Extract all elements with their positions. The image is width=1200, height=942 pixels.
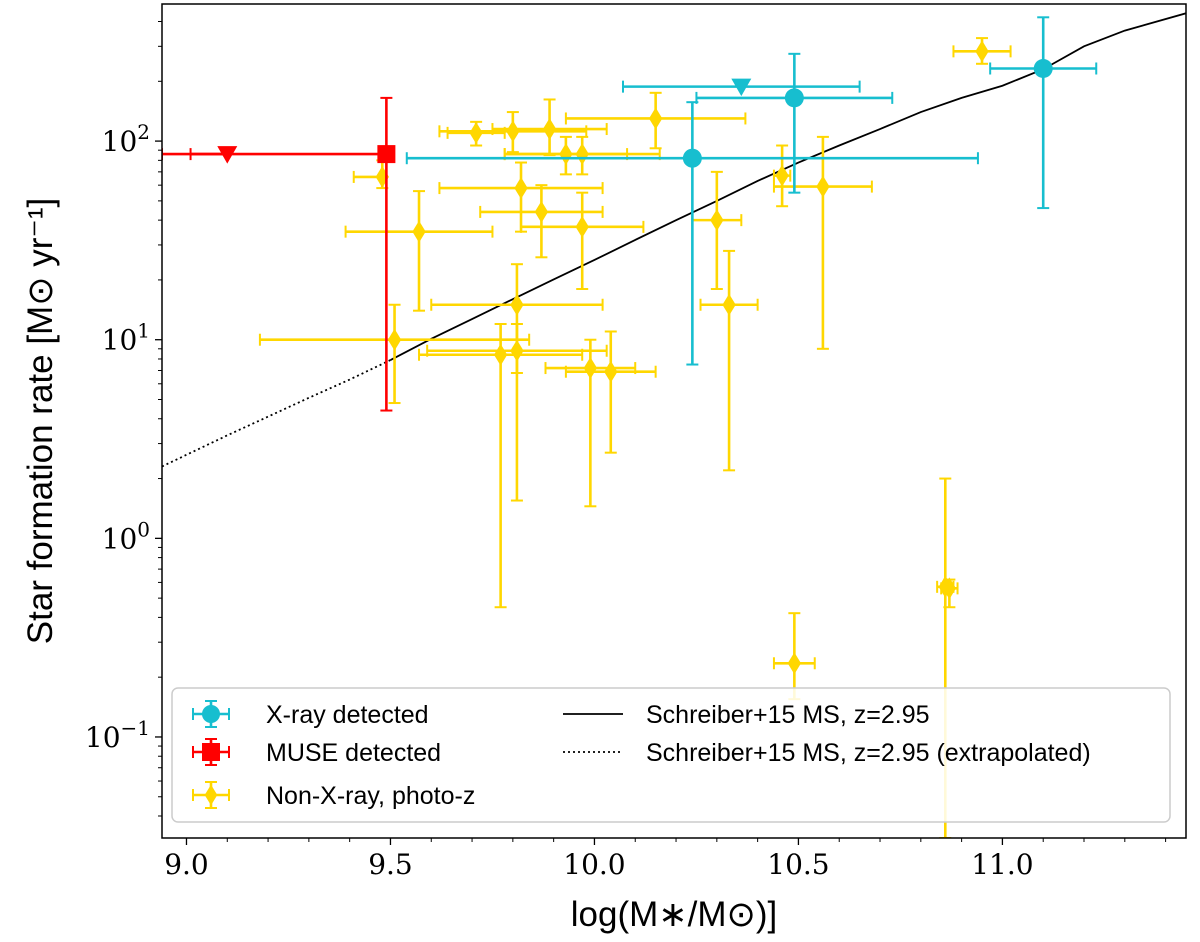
legend-label: Schreiber+15 MS, z=2.95 xyxy=(646,701,930,729)
data-point xyxy=(787,652,802,675)
data-point xyxy=(469,121,483,144)
legend-marker xyxy=(202,705,220,723)
data-point xyxy=(682,148,702,168)
data-point xyxy=(534,200,549,223)
data-point xyxy=(975,40,989,63)
ms-extrapolated-line xyxy=(162,359,391,468)
series-non-x-ray-photo-z xyxy=(258,37,1012,838)
legend-entry: MUSE detected xyxy=(192,738,441,767)
data-point xyxy=(816,175,830,198)
data-point xyxy=(604,360,618,383)
legend: X-ray detected MUSE detected Non-X-ray, ph… xyxy=(171,687,1171,823)
data-point xyxy=(514,177,528,200)
legend-label: Schreiber+15 MS, z=2.95 (extrapolated) xyxy=(646,739,1091,767)
x-tick-label: 10.0 xyxy=(563,848,625,881)
legend-box xyxy=(171,687,1171,823)
data-point xyxy=(942,577,957,600)
y-tick-label: 100 xyxy=(102,517,150,555)
data-point xyxy=(710,209,724,232)
data-point xyxy=(575,215,589,238)
legend-entry: Non-X-ray, photo-z xyxy=(192,781,475,810)
legend-label: Non-X-ray, photo-z xyxy=(266,782,475,810)
legend-marker xyxy=(204,784,218,806)
data-point xyxy=(542,118,557,140)
data-point xyxy=(412,220,426,243)
x-axis-label: log(M∗/M⊙)] xyxy=(571,895,777,934)
legend-entry: X-ray detected xyxy=(192,700,429,729)
data-point xyxy=(722,293,736,316)
upper-limit-point xyxy=(217,146,238,164)
data-point xyxy=(387,328,402,351)
data-point xyxy=(510,339,524,362)
legend-entry: Schreiber+15 MS, z=2.95 xyxy=(563,701,930,729)
axis-ticks: 9.0 9.5 10.0 10.5 11.0 10−1 100 101 102 xyxy=(85,21,1167,881)
data-point xyxy=(648,107,663,130)
x-tick-label: 9.5 xyxy=(368,848,413,881)
series-muse-detected xyxy=(162,96,396,412)
data-point xyxy=(506,120,520,143)
x-tick-label: 11.0 xyxy=(971,848,1033,881)
x-tick-label: 10.5 xyxy=(767,848,829,881)
data-point xyxy=(375,166,389,188)
plot-frame xyxy=(161,3,1187,839)
data-point xyxy=(583,357,598,379)
y-tick-label: 101 xyxy=(102,319,150,357)
data-point xyxy=(377,145,396,164)
y-axis-label: Star formation rate [M⊙ yr⁻¹] xyxy=(21,198,60,645)
x-tick-label: 9.0 xyxy=(164,848,209,881)
legend-label: MUSE detected xyxy=(266,739,441,767)
data-point xyxy=(493,343,508,366)
plot-area xyxy=(162,12,1186,838)
legend-entry: Schreiber+15 MS, z=2.95 (extrapolated) xyxy=(563,739,1091,767)
y-tick-label: 10−1 xyxy=(85,716,150,754)
data-point xyxy=(1033,58,1053,78)
legend-label: X-ray detected xyxy=(266,701,429,729)
data-point xyxy=(575,143,589,166)
legend-marker xyxy=(202,743,220,761)
data-point xyxy=(510,293,524,316)
upper-limit-point xyxy=(731,78,752,97)
series-x-ray-detected xyxy=(405,16,1098,366)
data-point xyxy=(784,88,804,108)
data-point xyxy=(775,164,789,187)
y-tick-label: 102 xyxy=(102,120,150,158)
